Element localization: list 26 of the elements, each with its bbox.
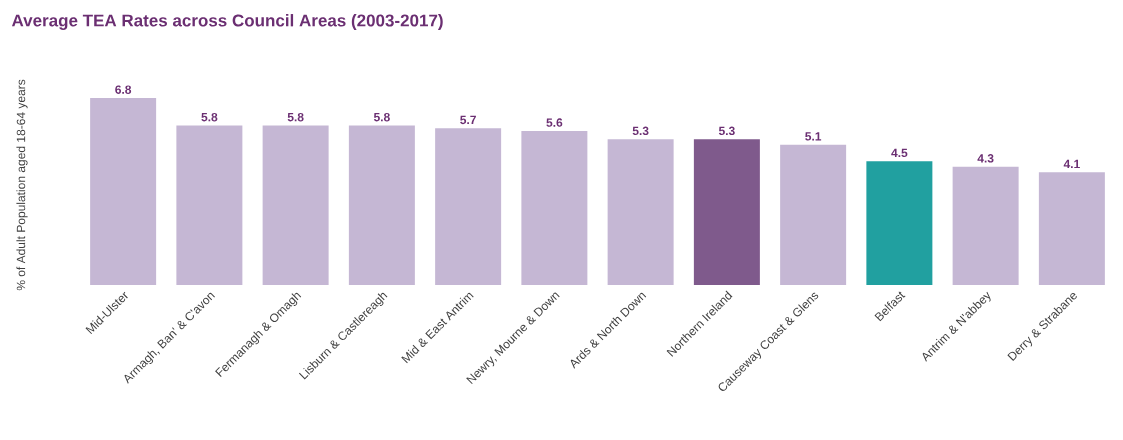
bar xyxy=(262,125,329,285)
bar xyxy=(1038,172,1105,285)
bar xyxy=(521,131,588,285)
bar xyxy=(952,166,1019,285)
data-label: 5.7 xyxy=(460,115,476,125)
chart-title: Average TEA Rates across Council Areas (2003-2017) xyxy=(11,14,443,30)
data-label: 4.5 xyxy=(891,148,908,158)
data-label: 4.1 xyxy=(1063,159,1080,169)
bar xyxy=(866,161,933,285)
data-label: 5.8 xyxy=(373,112,390,122)
data-label: 5.3 xyxy=(718,126,735,136)
bar xyxy=(780,144,847,285)
data-label: 5.8 xyxy=(201,112,218,122)
y-axis-title: % of Adult Population aged 18-64 years xyxy=(16,79,28,291)
bar xyxy=(348,125,415,285)
bar xyxy=(90,98,157,285)
data-label: 6.8 xyxy=(115,85,132,94)
data-label: 5.6 xyxy=(546,118,563,127)
bar xyxy=(176,125,243,285)
data-label: 4.3 xyxy=(977,154,994,163)
data-label: 5.1 xyxy=(805,132,822,141)
bar xyxy=(435,128,502,285)
data-label: 5.3 xyxy=(632,126,649,136)
bar xyxy=(693,139,760,285)
data-label: 5.8 xyxy=(287,112,304,122)
bar xyxy=(607,139,674,285)
